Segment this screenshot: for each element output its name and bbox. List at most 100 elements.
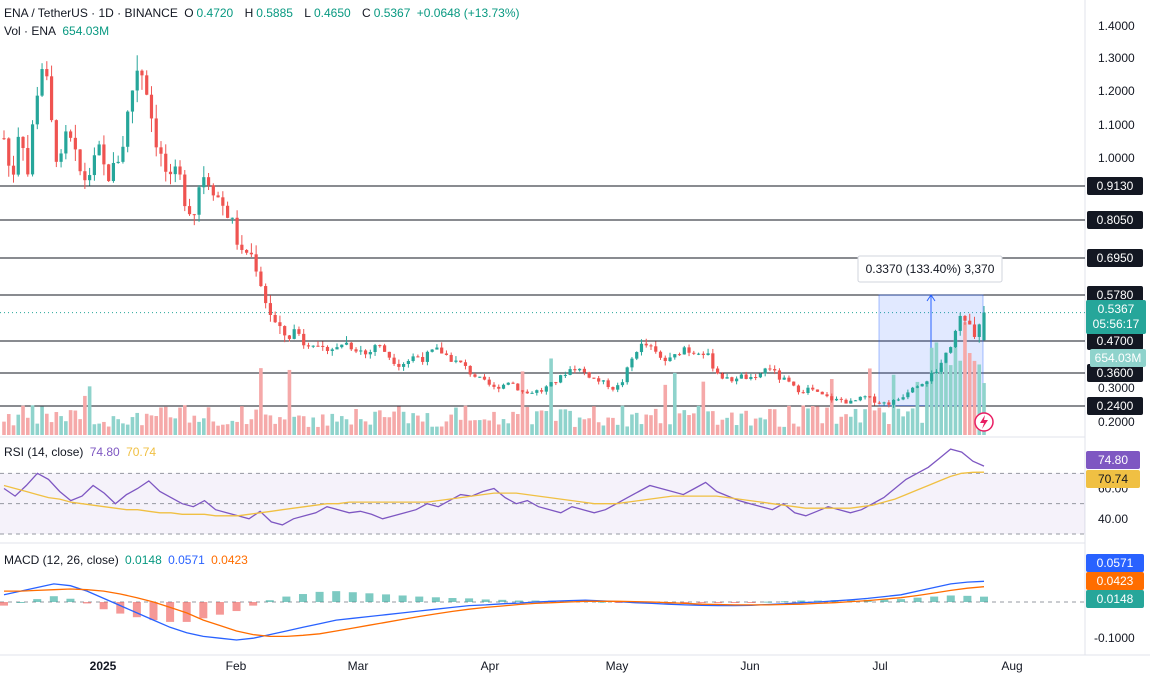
candle-body-101 [482,376,487,380]
candle-body-125 [597,378,601,382]
macd-hist-7 [116,602,125,614]
volume-bar-148 [706,411,710,435]
volume-bar-179 [853,408,858,435]
candle-body-53 [254,254,258,272]
candle-body-71 [340,344,344,348]
volume-bar-171 [815,406,820,435]
candle-body-90 [430,349,434,352]
candle-body-150 [715,368,720,374]
macd-label[interactable]: MACD (12, 26, close) [4,553,119,567]
volume-bar-144 [687,415,691,435]
candle-body-201 [958,315,962,331]
time-label-7: Aug [1001,659,1022,673]
volume-bar-109 [520,371,525,435]
rsi-line [3,448,985,526]
candle-body-205 [977,324,981,337]
volume-label[interactable]: Vol · ENA [4,24,57,38]
candle-body-194 [925,381,929,385]
candle-body-61 [292,329,296,339]
macd-hist-16 [265,600,274,602]
volume-bar-102 [487,420,492,435]
symbol-label[interactable]: ENA / TetherUS · 1D · BINANCE [4,6,178,20]
candle-body-104 [497,386,501,389]
volume-bar-5 [25,417,30,435]
rsi-label[interactable]: RSI (14, close) [4,445,84,459]
macd-tags: 0.0571 0.0423 0.0148 [1086,554,1144,608]
volume-bar-199 [948,365,953,435]
candle-body-112 [535,390,539,393]
candle-body-10 [49,76,54,121]
candle-body-206 [982,312,986,341]
volume-bar-58 [278,417,282,435]
volume-bar-91 [435,426,439,435]
level-label-2: 0.6950 [1097,251,1134,265]
candle-body-118 [563,374,567,376]
candle-body-151 [720,373,724,379]
candle-body-152 [725,377,729,379]
candle-body-130 [620,382,625,386]
candle-body-186 [887,402,891,405]
candle-body-27 [130,90,135,112]
volume-bar-28 [135,412,140,435]
candle-body-124 [592,377,596,379]
candle-body-80 [382,345,387,352]
candle-body-75 [359,350,363,352]
volume-bar-149 [711,411,715,435]
candle-body-45 [216,195,220,198]
candle-body-135 [644,343,648,346]
volume-bar-62 [297,415,301,435]
macd-hist-30 [498,599,507,602]
rsi-legend: RSI (14, close) 74.80 70.74 [4,445,159,459]
volume-bar-165 [787,405,791,435]
volume-bar-35 [168,417,173,435]
candle-body-149 [711,353,715,369]
volume-bar-101 [482,419,487,435]
volume-bar-150 [715,424,720,435]
candle-body-166 [792,381,796,386]
candle-body-9 [45,69,49,77]
rsi-ma-tag: 70.74 [1098,472,1128,486]
volume-bar-80 [382,417,387,435]
lightning-icon[interactable] [974,412,994,432]
candle-body-33 [159,147,163,154]
candle-body-62 [297,329,301,334]
volume-bar-18 [87,386,92,435]
volume-bar-191 [910,408,915,435]
candle-body-114 [544,386,548,392]
macd-hist-23 [382,594,391,602]
candle-body-178 [849,400,853,404]
volume-bar-185 [882,412,886,435]
candle-body-191 [911,387,915,393]
candle-body-179 [853,400,858,402]
candle-body-60 [287,335,292,339]
time-label-5: Jun [740,659,759,673]
macd-hist-56 [930,596,939,602]
candle-body-180 [858,396,862,401]
level-label-6: 0.2400 [1097,399,1134,413]
candle-body-78 [373,345,377,352]
volume-bar-9 [45,413,49,435]
candle-body-38 [183,174,187,207]
volume-bar-129 [615,424,620,435]
macd-hist-32 [531,600,540,602]
macd-hist-37 [614,602,623,603]
candle-body-168 [801,392,805,394]
candle-body-161 [768,368,772,370]
candle-body-44 [211,185,215,196]
volume-bar-0 [2,421,6,435]
candle-body-173 [825,394,829,397]
volume-bar-27 [130,417,135,435]
volume-bar-20 [97,423,101,435]
macd-hist-25 [415,596,424,602]
volume-bar-114 [544,411,549,435]
candle-body-195 [930,372,934,382]
candle-body-141 [673,354,677,358]
volume-bar-51 [244,424,249,435]
volume-bar-6 [30,405,35,435]
candle-body-97 [463,362,468,366]
countdown-label: 05:56:17 [1093,317,1140,331]
volume-bar-59 [282,419,287,435]
macd-hist-28 [465,598,474,602]
volume-bar-202 [963,322,967,435]
